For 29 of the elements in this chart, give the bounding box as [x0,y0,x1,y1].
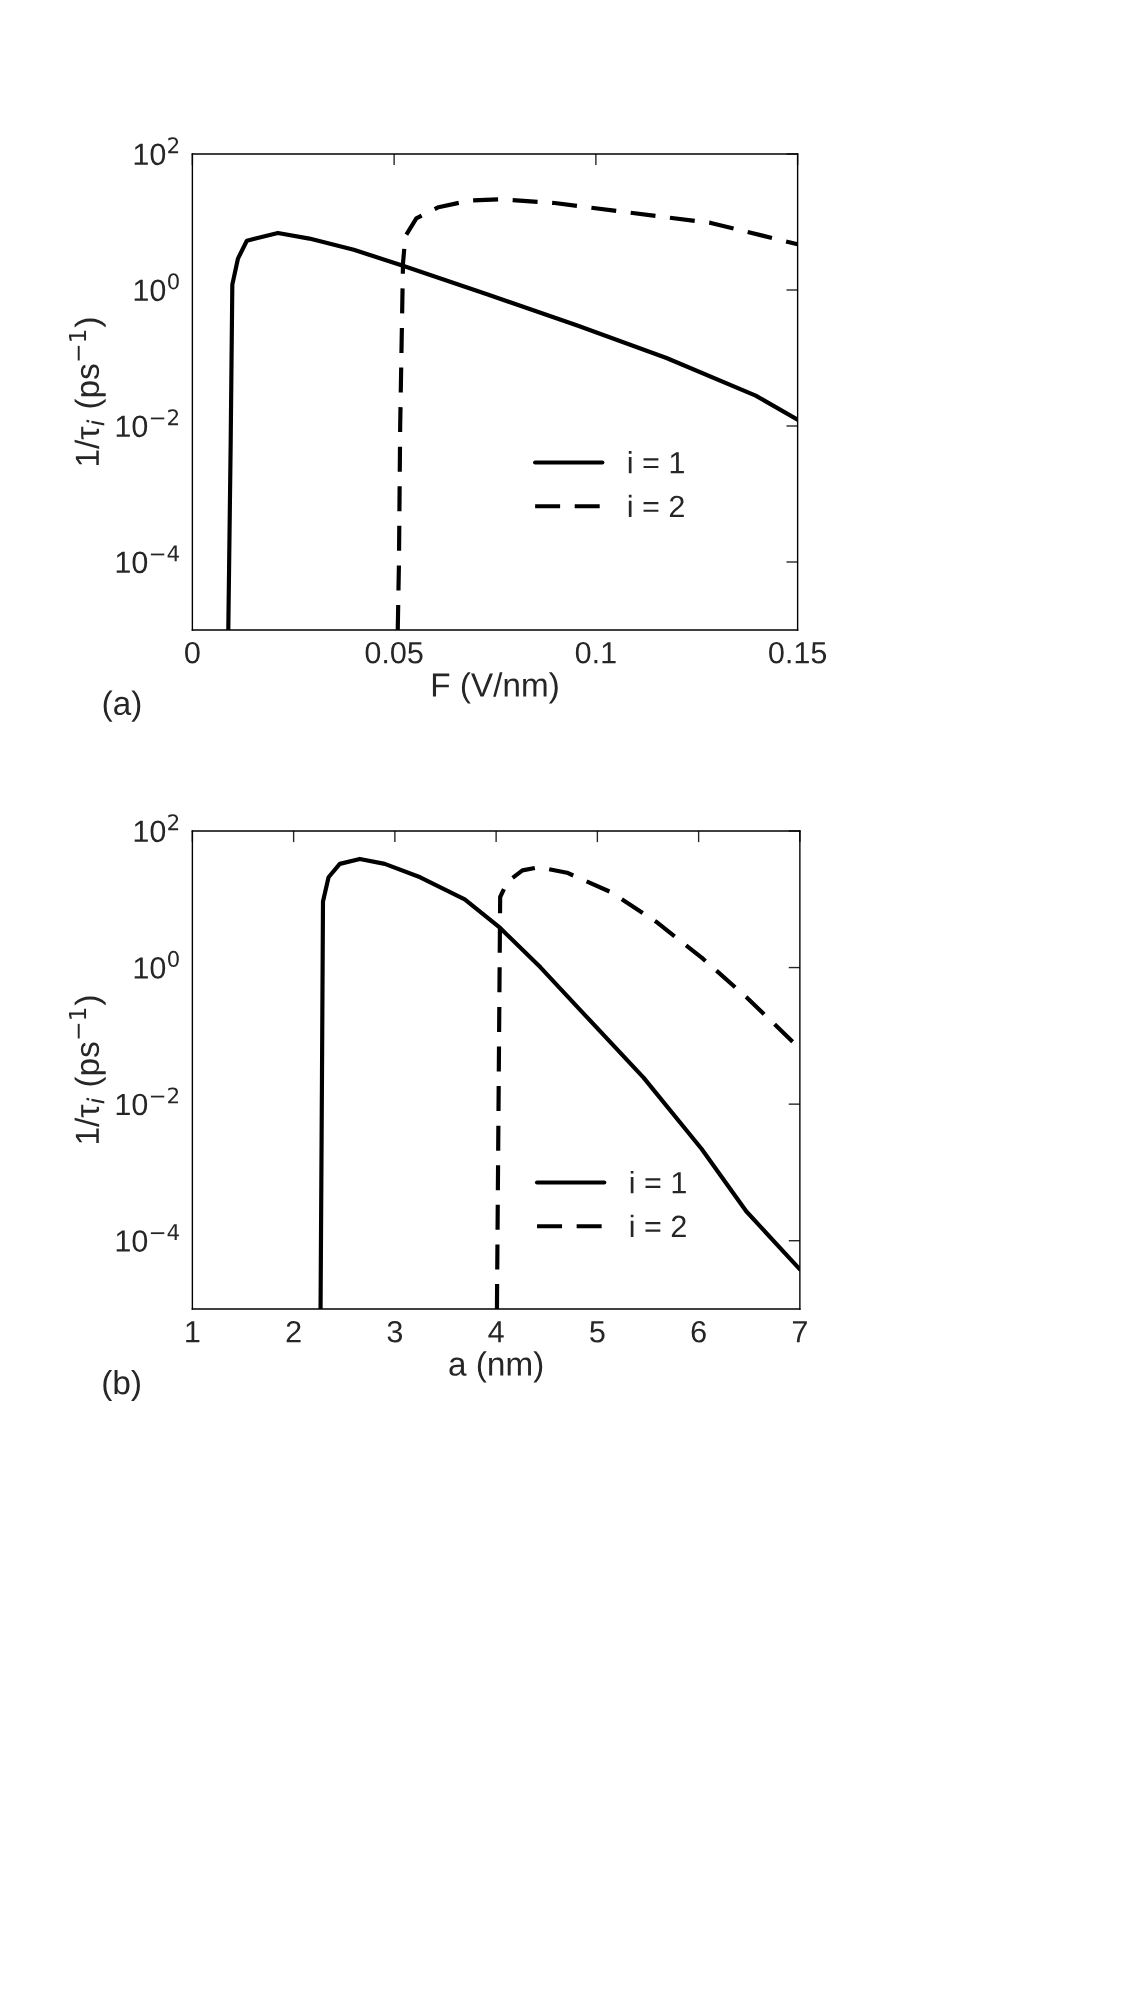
x-tick-label: 6 [691,1320,706,1343]
x-tick-label: 0.15 [769,641,827,664]
y-tick-label: 10$^{2}$ [134,814,179,843]
text: (a) [103,690,141,722]
legend-label: i = 2 [630,1214,686,1237]
x-tick-label: 7 [792,1321,807,1343]
y-tick-label: 10$^{−2}$ [116,409,179,438]
y-axis-title: 1/τ$_{i}$ (ps$^{−1}$) [69,318,106,465]
x-tick-label: 0.1 [575,641,616,664]
legend-label: i = 1 [630,1171,686,1194]
x-tick-label: 0.05 [365,641,423,664]
x-axis-title: F (V/nm) [432,672,558,704]
y-tick-label: 10$^{−2}$ [116,1087,179,1116]
x-tick-label: 2 [286,1320,301,1343]
legend-label: i = 2 [628,494,684,517]
y-tick-label: 10$^{0}$ [134,273,179,302]
y-tick-label: 10$^{−4}$ [116,545,179,574]
y-tick-label: 10$^{−4}$ [116,1224,179,1252]
x-axis-title: a (nm) [449,1351,543,1383]
y-tick-label: 10$^{2}$ [134,137,179,166]
x-tick-label: 1 [186,1321,200,1343]
x-tick-label: 4 [488,1321,504,1343]
text: (b) [103,1369,140,1401]
legend-label: i = 1 [628,451,684,474]
y-tick-label: 10$^{0}$ [134,950,179,979]
y-axis-title: 1/τ$_{i}$ (ps$^{−1}$) [69,996,106,1143]
x-tick-label: 3 [387,1320,403,1343]
x-tick-label: 0 [185,641,200,664]
x-tick-label: 5 [590,1321,605,1343]
